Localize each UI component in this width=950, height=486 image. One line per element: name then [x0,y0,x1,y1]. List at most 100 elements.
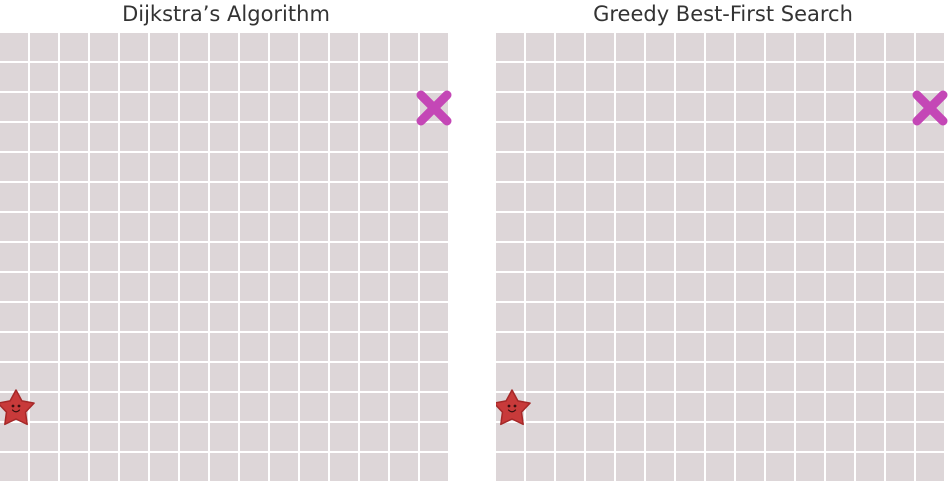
grid-cell[interactable] [766,33,794,61]
grid-cell[interactable] [556,423,584,451]
grid-cell[interactable] [706,333,734,361]
grid-cell[interactable] [676,363,704,391]
grid-cell[interactable] [270,213,298,241]
grid-cell[interactable] [210,183,238,211]
grid-cell[interactable] [60,303,88,331]
grid-cell[interactable] [30,153,58,181]
grid-cell[interactable] [180,93,208,121]
grid-cell[interactable] [916,273,944,301]
grid-cell[interactable] [706,123,734,151]
grid-cell[interactable] [240,213,268,241]
grid-cell[interactable] [180,333,208,361]
grid-cell[interactable] [420,243,448,271]
grid-cell[interactable] [390,333,418,361]
grid-cell[interactable] [886,183,914,211]
grid-cell[interactable] [646,333,674,361]
grid-cell[interactable] [886,423,914,451]
grid-cell[interactable] [706,273,734,301]
grid-cell[interactable] [300,153,328,181]
grid-cell[interactable] [916,303,944,331]
grid-cell[interactable] [240,273,268,301]
grid-cell[interactable] [766,363,794,391]
grid-cell[interactable] [60,63,88,91]
grid-cell[interactable] [796,183,824,211]
grid-cell[interactable] [240,423,268,451]
grid-cell[interactable] [0,333,28,361]
grid-cell[interactable] [916,213,944,241]
grid-cell[interactable] [240,243,268,271]
grid-cell[interactable] [706,183,734,211]
grid-cell[interactable] [90,363,118,391]
grid-cell[interactable] [330,453,358,481]
grid-cell[interactable] [646,153,674,181]
grid-cell[interactable] [796,393,824,421]
grid-cell[interactable] [646,183,674,211]
grid-cell[interactable] [0,453,28,481]
grid-cell[interactable] [826,63,854,91]
grid-cell[interactable] [556,63,584,91]
grid-cell[interactable] [420,273,448,301]
grid-cell[interactable] [826,243,854,271]
grid-cell[interactable] [420,423,448,451]
grid-cell[interactable] [916,183,944,211]
grid-cell[interactable] [270,453,298,481]
grid-cell[interactable] [586,423,614,451]
grid-cell[interactable] [360,33,388,61]
grid-cell[interactable] [30,423,58,451]
grid-cell[interactable] [556,243,584,271]
grid-cell[interactable] [150,303,178,331]
grid-cell[interactable] [766,303,794,331]
grid-cell[interactable] [120,183,148,211]
grid-cell[interactable] [676,183,704,211]
grid-cell[interactable] [90,243,118,271]
grid-cell[interactable] [556,33,584,61]
grid-cell[interactable] [526,333,554,361]
grid-cell[interactable] [766,183,794,211]
grid-cell[interactable] [90,63,118,91]
grid-cell[interactable] [360,393,388,421]
grid-cell[interactable] [360,303,388,331]
grid-cell[interactable] [496,123,524,151]
grid-cell[interactable] [300,273,328,301]
grid-cell[interactable] [496,273,524,301]
grid-cell[interactable] [556,153,584,181]
grid-cell[interactable] [150,213,178,241]
grid-cell[interactable] [90,33,118,61]
grid-cell[interactable] [90,273,118,301]
grid-cell[interactable] [120,243,148,271]
grid-cell[interactable] [616,33,644,61]
grid-cell[interactable] [796,303,824,331]
grid-cell[interactable] [240,453,268,481]
grid-cell[interactable] [766,213,794,241]
grid-cell[interactable] [736,63,764,91]
grid-cell[interactable] [300,93,328,121]
grid-cell[interactable] [120,333,148,361]
grid-cell[interactable] [330,93,358,121]
grid-cell[interactable] [150,393,178,421]
grid-cell[interactable] [796,273,824,301]
grid-cell[interactable] [360,93,388,121]
grid-cell[interactable] [496,63,524,91]
grid-cell[interactable] [826,273,854,301]
grid-cell[interactable] [240,183,268,211]
grid-cell[interactable] [676,243,704,271]
grid-cell[interactable] [210,63,238,91]
grid-cell[interactable] [736,183,764,211]
grid-cell[interactable] [150,453,178,481]
grid-cell[interactable] [390,63,418,91]
grid-cell[interactable] [360,453,388,481]
grid-cell[interactable] [556,273,584,301]
grid-cell[interactable] [886,123,914,151]
grid-cell[interactable] [676,303,704,331]
grid-cell[interactable] [120,393,148,421]
grid-cell[interactable] [0,63,28,91]
grid-cell[interactable] [886,63,914,91]
grid-cell[interactable] [180,123,208,151]
grid-cell[interactable] [736,93,764,121]
x-mark-icon[interactable] [416,90,452,126]
grid-cell[interactable] [300,393,328,421]
grid-cell[interactable] [886,153,914,181]
grid-cell[interactable] [390,393,418,421]
grid-cell[interactable] [916,393,944,421]
grid-cell[interactable] [30,273,58,301]
